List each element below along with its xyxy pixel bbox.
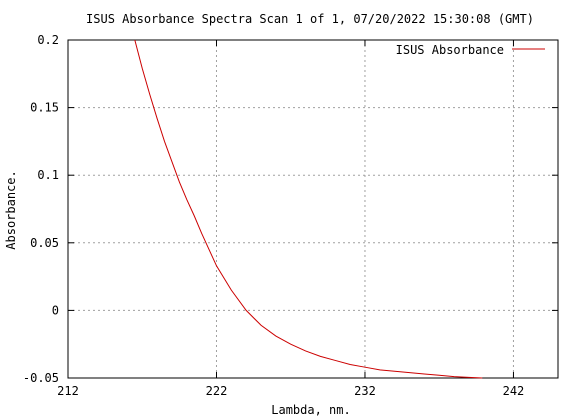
y-tick-layer: -0.05 0 0.05 0.1 0.15 0.2 [23, 33, 558, 385]
x-tick-label-222: 222 [206, 384, 228, 398]
x-tick-label-232: 232 [354, 384, 376, 398]
x-tick-layer: 212 222 232 242 [57, 40, 524, 398]
y-tick-label-0.2: 0.2 [37, 33, 59, 47]
axis-layer [67, 39, 559, 379]
y-tick-label-0: 0 [52, 303, 59, 317]
y-tick-label--0.05: -0.05 [23, 371, 59, 385]
legend: ISUS Absorbance [396, 43, 545, 57]
legend-label-isus-absorbance: ISUS Absorbance [396, 43, 504, 57]
grid-layer [68, 40, 558, 378]
x-tick-label-242: 242 [503, 384, 525, 398]
series-layer [134, 39, 483, 379]
plot-frame [67, 39, 559, 379]
y-tick-label-0.1: 0.1 [37, 168, 59, 182]
x-tick-label-212: 212 [57, 384, 79, 398]
y-axis-label: Absorbance. [4, 170, 18, 249]
series-line-isus-absorbance [134, 39, 483, 379]
chart-title: ISUS Absorbance Spectra Scan 1 of 1, 07/… [86, 12, 534, 26]
x-axis-label: Lambda, nm. [271, 403, 350, 417]
y-tick-label-0.05: 0.05 [30, 236, 59, 250]
y-tick-label-0.15: 0.15 [30, 101, 59, 115]
